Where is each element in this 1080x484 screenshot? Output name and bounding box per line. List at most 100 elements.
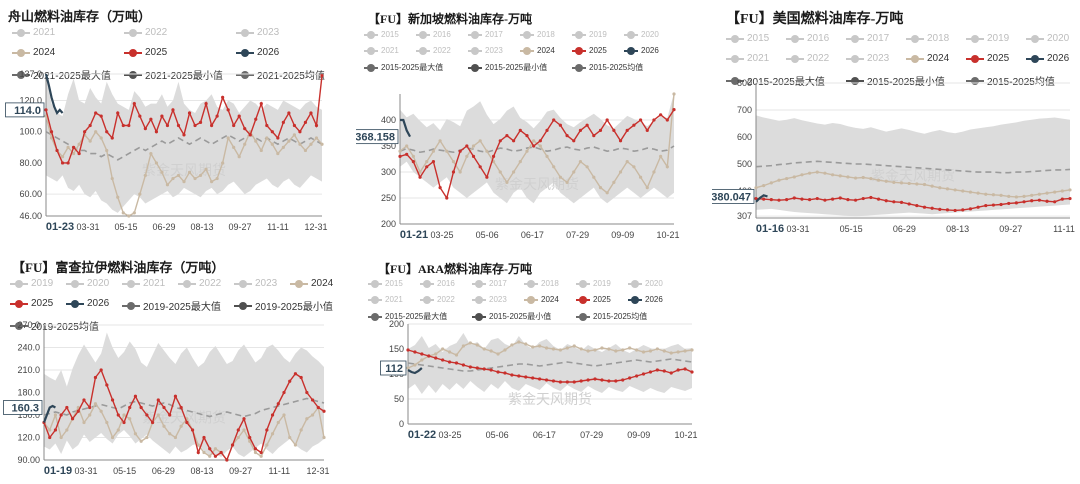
legend-label: 2015-2025最小值 xyxy=(485,63,548,72)
legend-item[interactable]: 2018 xyxy=(520,30,555,39)
legend-item[interactable]: 2015-2025最大值 xyxy=(364,62,443,73)
x-tick-label: 01-16 xyxy=(756,223,784,235)
x-tick-label: 06-29 xyxy=(152,222,175,232)
legend-item[interactable]: 2016 xyxy=(420,279,455,288)
legend-item[interactable]: 2024 xyxy=(12,47,55,58)
series-2025-point xyxy=(1037,198,1041,202)
series-2025-point xyxy=(552,118,556,122)
legend-item[interactable]: 2021 xyxy=(122,278,165,289)
legend-item[interactable]: 2017 xyxy=(846,33,889,44)
legend-item[interactable]: 2025 xyxy=(10,298,53,309)
x-tick-label: 08-13 xyxy=(190,222,213,232)
legend-item[interactable]: 2024 xyxy=(290,278,333,289)
series-2025-point xyxy=(953,208,957,213)
series-2025-point xyxy=(468,365,472,369)
legend-item[interactable]: 2021 xyxy=(364,46,399,55)
legend-item[interactable]: 2022 xyxy=(420,295,455,304)
legend-item[interactable]: 2022 xyxy=(124,27,167,38)
legend-marker-icon xyxy=(66,279,84,288)
legend-item[interactable]: 2018 xyxy=(524,279,559,288)
legend-item[interactable]: 2015-2025均值 xyxy=(576,311,647,322)
legend-item[interactable]: 2023 xyxy=(472,295,507,304)
legend-item[interactable]: 2023 xyxy=(468,46,503,55)
legend-item[interactable]: 2026 xyxy=(236,47,279,58)
legend-item[interactable]: 2019 xyxy=(576,279,611,288)
series-2025-point xyxy=(65,405,69,410)
legend-item[interactable]: 2023 xyxy=(234,278,277,289)
legend-item[interactable]: 2016 xyxy=(786,33,829,44)
chart-panel-ara: 【FU】ARA燃料油库存-万吨 2015 2016 2017 2018 2019 2020… xyxy=(364,258,698,484)
legend-item[interactable]: 2019-2025均值 xyxy=(10,318,99,333)
series-2025-point xyxy=(76,409,80,413)
series-2025-point xyxy=(612,128,616,132)
legend-item[interactable]: 2018 xyxy=(906,33,949,44)
series-2025-point xyxy=(293,372,298,376)
legend-item[interactable]: 2025 xyxy=(576,295,611,304)
legend-item[interactable]: 2015-2025最小值 xyxy=(468,62,547,73)
series-2025-point xyxy=(88,123,92,128)
legend-item[interactable]: 2019 xyxy=(10,278,53,289)
legend-item[interactable]: 2019 xyxy=(572,30,607,39)
series-2024-point xyxy=(612,180,616,184)
legend-item[interactable]: 2026 xyxy=(1026,53,1069,64)
legend-marker-icon xyxy=(364,30,378,39)
legend-item[interactable]: 2019-2025最小值 xyxy=(234,298,333,313)
legend-item[interactable]: 2026 xyxy=(628,295,663,304)
series-2024-point xyxy=(288,435,292,440)
legend-item[interactable]: 2017 xyxy=(468,30,503,39)
legend-item[interactable]: 2025 xyxy=(572,46,607,55)
legend-item[interactable]: 2020 xyxy=(66,278,109,289)
legend-item[interactable]: 2020 xyxy=(624,30,659,39)
series-2024-point xyxy=(236,435,240,440)
legend-item[interactable]: 2024 xyxy=(520,46,555,55)
legend-item[interactable]: 2022 xyxy=(178,278,221,289)
legend-item[interactable]: 2015-2025最大值 xyxy=(368,311,447,322)
series-2025-point xyxy=(538,139,542,143)
series-2025-point xyxy=(105,383,109,387)
legend-label: 2024 xyxy=(537,46,555,55)
series-2025-point xyxy=(60,161,65,165)
series-2025-point xyxy=(77,151,81,156)
legend-item[interactable]: 2023 xyxy=(236,27,279,38)
legend-item[interactable]: 2015 xyxy=(368,279,403,288)
legend-item[interactable]: 2024 xyxy=(524,295,559,304)
legend-item[interactable]: 2015-2025最小值 xyxy=(472,311,551,322)
series-2024-point xyxy=(1030,193,1034,197)
legend-item[interactable]: 2020 xyxy=(1026,33,1069,44)
y-tick-label: 120.0 xyxy=(17,433,40,443)
series-2024-point xyxy=(512,170,516,174)
legend-item[interactable]: 2015 xyxy=(364,30,399,39)
legend-item[interactable]: 2021-2025最大值 xyxy=(12,67,111,82)
series-2025-point xyxy=(133,394,138,398)
legend-item[interactable]: 2026 xyxy=(624,46,659,55)
series-2024-point xyxy=(598,186,603,190)
series-2024-point xyxy=(187,170,192,174)
legend-item[interactable]: 2024 xyxy=(906,53,949,64)
y-tick-label: 250 xyxy=(381,193,396,203)
legend-item[interactable]: 2026 xyxy=(66,298,109,309)
series-2024-point xyxy=(496,352,500,356)
series-2025-point xyxy=(299,375,303,380)
legend-item[interactable]: 2015 xyxy=(726,33,769,44)
legend-item[interactable]: 2021 xyxy=(368,295,403,304)
legend-item[interactable]: 2023 xyxy=(846,53,889,64)
legend-label: 2018 xyxy=(537,30,555,39)
legend-item[interactable]: 2019-2025最大值 xyxy=(122,298,221,313)
legend-item[interactable]: 2021 xyxy=(12,27,55,38)
legend-item[interactable]: 2022 xyxy=(786,53,829,64)
series-2024-point xyxy=(176,173,181,178)
legend-item[interactable]: 2025 xyxy=(124,47,167,58)
legend-item[interactable]: 2019 xyxy=(966,33,1009,44)
legend-item[interactable]: 2020 xyxy=(628,279,663,288)
series-2025-point xyxy=(1053,200,1057,204)
legend-item[interactable]: 2016 xyxy=(416,30,451,39)
legend-item[interactable]: 2015-2025均值 xyxy=(572,62,643,73)
legend-marker-icon xyxy=(846,34,864,43)
series-2024-point xyxy=(425,160,429,164)
series-2024-point xyxy=(438,139,442,143)
legend-item[interactable]: 2021 xyxy=(726,53,769,64)
series-2025-point xyxy=(899,200,904,204)
legend-item[interactable]: 2025 xyxy=(966,53,1009,64)
legend-item[interactable]: 2022 xyxy=(416,46,451,55)
legend-item[interactable]: 2017 xyxy=(472,279,507,288)
